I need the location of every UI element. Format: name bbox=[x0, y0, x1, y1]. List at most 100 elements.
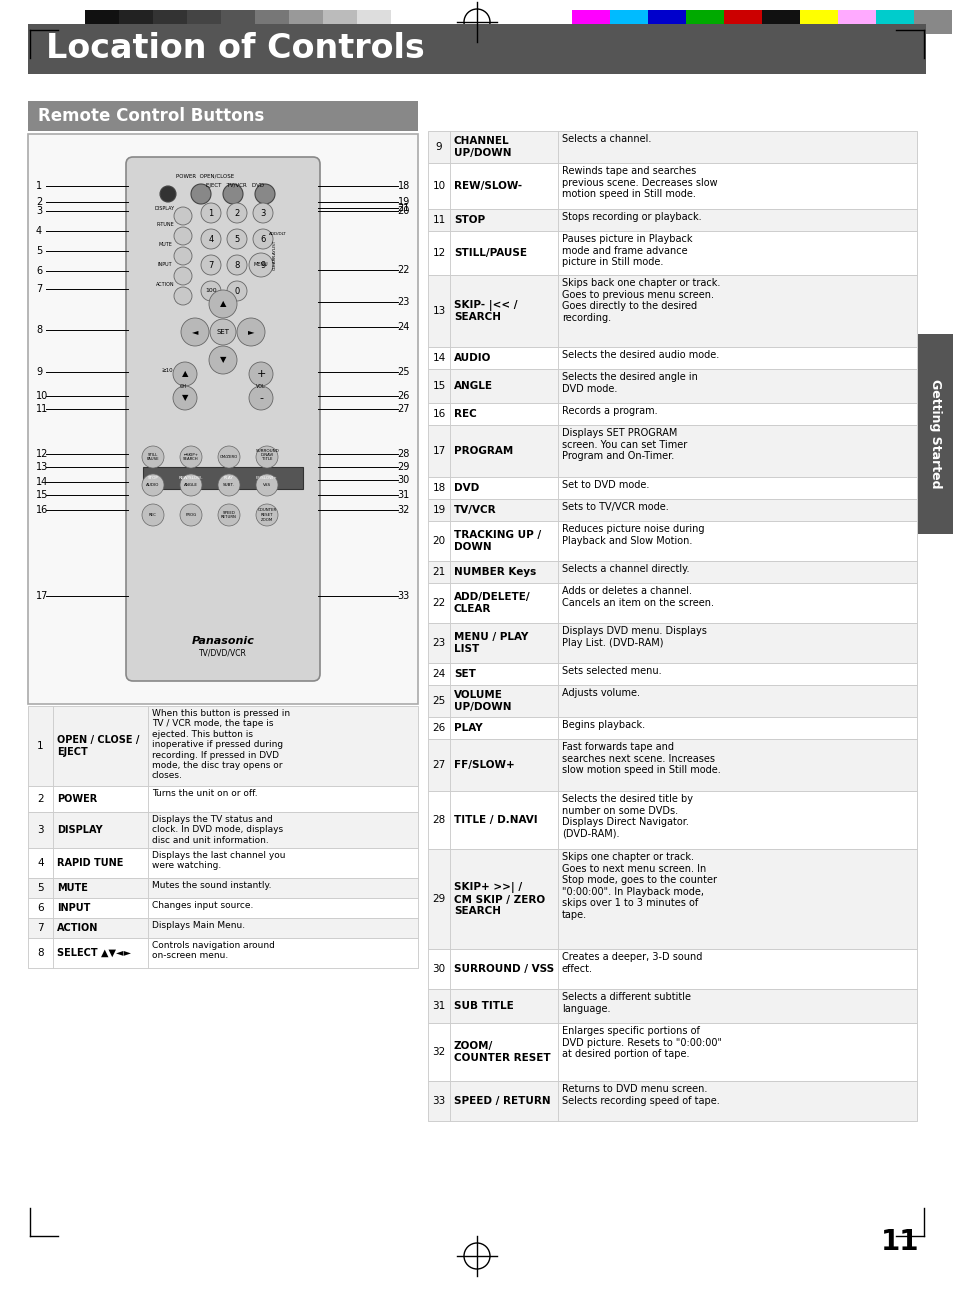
Text: DISPLAY: DISPLAY bbox=[57, 826, 103, 835]
Text: 0: 0 bbox=[234, 286, 239, 295]
Bar bbox=[450, 477, 558, 499]
Bar bbox=[53, 848, 148, 879]
Circle shape bbox=[227, 281, 247, 302]
Circle shape bbox=[173, 226, 192, 245]
Text: STOP: STOP bbox=[148, 476, 158, 480]
Bar bbox=[450, 849, 558, 949]
Text: Stops recording or playback.: Stops recording or playback. bbox=[561, 212, 700, 223]
Text: SPEED
RETURN: SPEED RETURN bbox=[221, 511, 236, 519]
Text: 3: 3 bbox=[260, 208, 265, 217]
Text: ←SKIP+
SEARCH: ←SKIP+ SEARCH bbox=[183, 453, 198, 461]
Text: 6: 6 bbox=[37, 903, 44, 914]
Circle shape bbox=[253, 255, 273, 276]
Text: 17: 17 bbox=[432, 446, 445, 455]
Bar bbox=[558, 276, 916, 347]
Text: 9: 9 bbox=[260, 260, 265, 269]
Circle shape bbox=[142, 503, 164, 525]
Text: 24: 24 bbox=[432, 669, 445, 679]
Text: 29: 29 bbox=[432, 894, 445, 905]
Text: 7: 7 bbox=[36, 283, 42, 294]
Text: 28: 28 bbox=[432, 815, 445, 826]
Text: ACTION: ACTION bbox=[57, 923, 98, 933]
Bar bbox=[800, 10, 837, 34]
Circle shape bbox=[181, 318, 209, 345]
Bar bbox=[428, 1080, 916, 1121]
Text: RAPID TUNE: RAPID TUNE bbox=[57, 858, 123, 868]
Text: SUBT.: SUBT. bbox=[223, 483, 234, 487]
Text: ◄: ◄ bbox=[192, 327, 198, 336]
Text: Pauses picture in Playback
mode and frame advance
picture in Still mode.: Pauses picture in Playback mode and fram… bbox=[561, 234, 692, 267]
Text: Skips one chapter or track.
Goes to next menu screen. In
Stop mode, goes to the : Skips one chapter or track. Goes to next… bbox=[561, 851, 717, 920]
Circle shape bbox=[173, 207, 192, 225]
Bar bbox=[428, 477, 450, 499]
Circle shape bbox=[223, 184, 243, 204]
Text: 16: 16 bbox=[432, 409, 445, 419]
Text: PLAY: PLAY bbox=[454, 723, 482, 732]
Circle shape bbox=[160, 186, 175, 202]
Text: ANGLE: ANGLE bbox=[184, 483, 198, 487]
Bar bbox=[428, 717, 450, 739]
Circle shape bbox=[191, 184, 211, 204]
Text: Displays Main Menu.: Displays Main Menu. bbox=[152, 921, 245, 930]
Bar bbox=[558, 685, 916, 717]
Bar bbox=[428, 402, 450, 424]
Circle shape bbox=[210, 320, 235, 345]
Text: 10: 10 bbox=[36, 391, 49, 401]
Bar bbox=[428, 369, 916, 402]
Bar bbox=[450, 232, 558, 276]
Text: SURROUND / VSS: SURROUND / VSS bbox=[454, 964, 554, 974]
Text: 27: 27 bbox=[432, 760, 445, 770]
Bar bbox=[85, 10, 119, 34]
Circle shape bbox=[201, 229, 221, 248]
Circle shape bbox=[172, 362, 196, 386]
Circle shape bbox=[249, 362, 273, 386]
Text: SET: SET bbox=[454, 669, 476, 679]
Bar bbox=[391, 10, 424, 34]
Text: SELECT ▲▼◄►: SELECT ▲▼◄► bbox=[57, 949, 131, 958]
Text: TRACKING UP /
DOWN: TRACKING UP / DOWN bbox=[454, 531, 540, 551]
Bar bbox=[685, 10, 723, 34]
Text: INPUT: INPUT bbox=[57, 903, 91, 914]
Bar bbox=[148, 938, 417, 968]
Text: 26: 26 bbox=[397, 391, 410, 401]
Text: Turns the unit on or off.: Turns the unit on or off. bbox=[152, 789, 257, 798]
Bar bbox=[450, 562, 558, 584]
Text: 5: 5 bbox=[37, 883, 44, 893]
Text: ≥10: ≥10 bbox=[161, 369, 172, 374]
Text: VOL: VOL bbox=[255, 383, 266, 388]
Text: 28: 28 bbox=[397, 449, 410, 459]
Text: 31: 31 bbox=[397, 490, 410, 499]
Bar bbox=[28, 813, 417, 848]
Bar bbox=[53, 785, 148, 813]
Text: 15: 15 bbox=[36, 490, 49, 499]
Text: ▼: ▼ bbox=[219, 356, 226, 365]
Bar bbox=[428, 1080, 450, 1121]
Text: 29: 29 bbox=[397, 462, 410, 472]
Bar bbox=[428, 949, 450, 989]
Text: 2: 2 bbox=[234, 208, 239, 217]
Bar bbox=[148, 879, 417, 898]
Circle shape bbox=[255, 446, 277, 468]
Text: REC: REC bbox=[149, 512, 157, 518]
Bar bbox=[450, 131, 558, 163]
Bar bbox=[450, 739, 558, 791]
Bar bbox=[143, 467, 303, 489]
Circle shape bbox=[227, 203, 247, 223]
Bar bbox=[558, 477, 916, 499]
Bar bbox=[428, 424, 916, 477]
Text: 6: 6 bbox=[36, 267, 42, 276]
Text: POWER: POWER bbox=[57, 795, 97, 804]
Bar bbox=[450, 163, 558, 210]
Text: 1: 1 bbox=[36, 181, 42, 192]
Text: ADD/DELETE/
CLEAR: ADD/DELETE/ CLEAR bbox=[454, 593, 530, 613]
Bar bbox=[148, 848, 417, 879]
Text: 13: 13 bbox=[432, 305, 445, 316]
Circle shape bbox=[209, 345, 236, 374]
Bar bbox=[572, 10, 609, 34]
Text: 30: 30 bbox=[397, 475, 410, 485]
Bar bbox=[28, 879, 53, 898]
Text: 1: 1 bbox=[208, 208, 213, 217]
Bar bbox=[28, 938, 53, 968]
Bar bbox=[428, 477, 916, 499]
Bar bbox=[558, 424, 916, 477]
